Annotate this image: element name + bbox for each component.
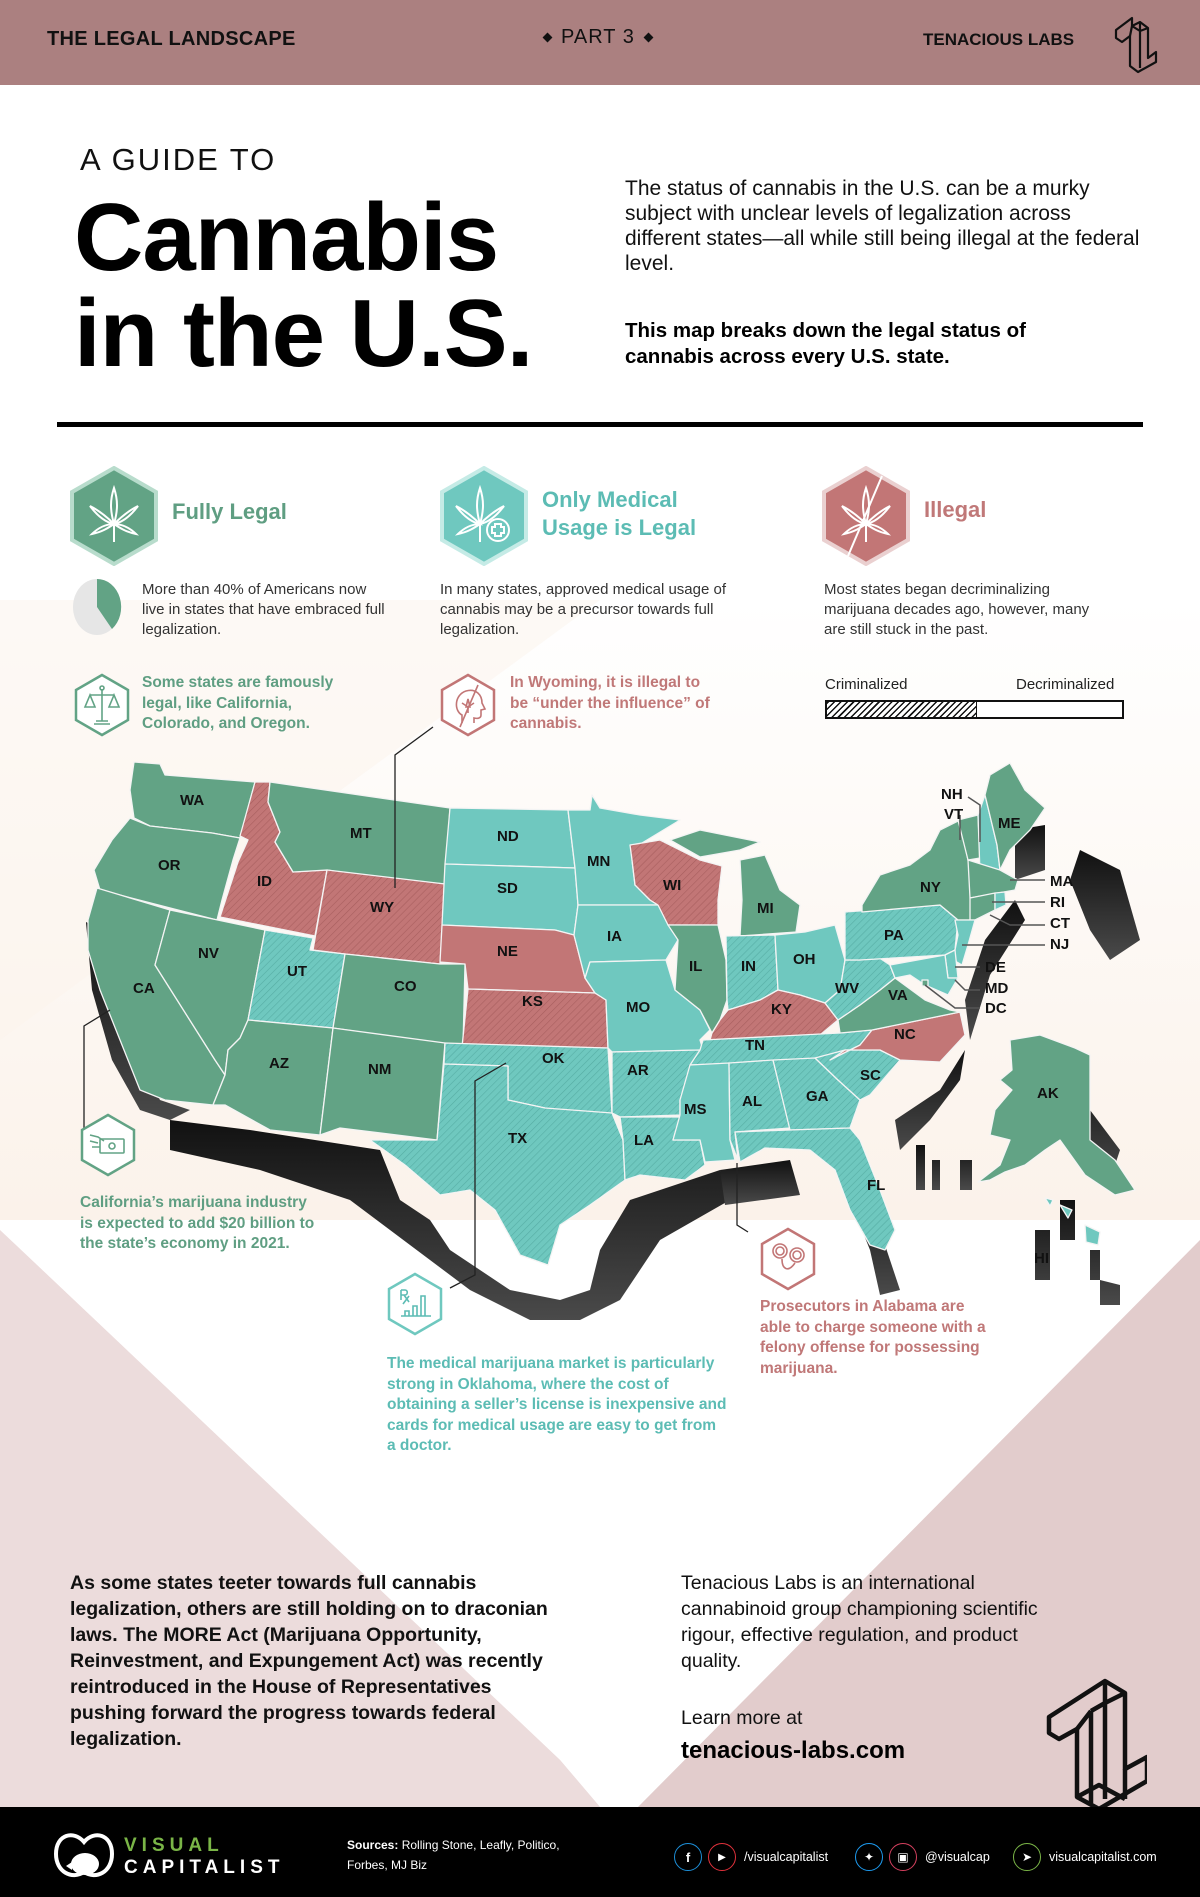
scale-label-left: Criminalized — [825, 676, 908, 693]
note-text: California’s marijuana industry is expec… — [80, 1194, 315, 1252]
section-divider — [57, 422, 1143, 427]
callout-label-VT: VT — [944, 806, 964, 823]
state-FL[interactable] — [734, 1127, 896, 1251]
state-MA[interactable] — [967, 859, 1019, 899]
legend-description: Most states began decriminalizing mariju… — [824, 581, 1090, 638]
intro-paragraph: The status of cannabis in the U.S. can b… — [625, 177, 1140, 275]
callout-label-MD: MD — [985, 980, 1009, 997]
title-line-2: in the U.S. — [74, 280, 533, 387]
intro-lead: This map breaks down the legal status of… — [625, 319, 1026, 368]
cannabis-medical-cross-icon — [440, 466, 528, 566]
part-indicator: PART 3 — [534, 26, 662, 49]
money-hand-icon — [80, 1113, 136, 1177]
diamond-icon — [542, 32, 553, 43]
facebook-icon[interactable]: f — [674, 1843, 702, 1871]
diamond-icon — [643, 32, 654, 43]
note-oklahoma: The medical marijuana market is particul… — [387, 1272, 727, 1454]
note-text: In Wyoming, it is illegal to be “under t… — [510, 674, 710, 732]
hatched-criminalized-swatch — [827, 702, 977, 717]
state-SD[interactable] — [441, 863, 579, 936]
tenacious-labs-logo-icon — [1046, 1678, 1147, 1812]
criminalized-scale-bar — [825, 700, 1124, 719]
callout-label-NJ: NJ — [1050, 936, 1070, 953]
note-text: The medical marijuana market is particul… — [387, 1355, 727, 1454]
state-CT[interactable] — [969, 892, 996, 921]
scale-label-right: Decriminalized — [1016, 676, 1115, 693]
callout-label-CT: CT — [1050, 915, 1070, 932]
youtube-icon[interactable]: ▶ — [708, 1843, 736, 1871]
sources-text: Sources: Rolling Stone, Leafly, Politico… — [347, 1835, 587, 1875]
state-ME[interactable] — [984, 762, 1046, 871]
page-title: Cannabis in the U.S. — [74, 184, 533, 387]
state-KS[interactable] — [461, 988, 609, 1049]
visual-capitalist-logo-icon — [53, 1833, 115, 1878]
note-alabama: Prosecutors in Alabama are able to charg… — [760, 1227, 990, 1377]
state-PA[interactable] — [844, 904, 959, 961]
brand-name: TENACIOUS LABS — [923, 30, 1075, 49]
social-group-visualcapitalist: f ▶ /visualcapitalist — [674, 1843, 844, 1871]
brand-word-visual: VISUAL — [124, 1835, 224, 1856]
sources-list: Rolling Stone, Leafly, Politico, Forbes,… — [347, 1838, 560, 1872]
legend-title-line1: Only Medical — [542, 487, 678, 512]
tenacious-labs-link[interactable]: tenacious-labs.com — [681, 1737, 906, 1764]
instagram-icon[interactable]: ▣ — [889, 1843, 917, 1871]
state-NM[interactable] — [319, 1027, 446, 1141]
note-text: Some states are famously legal, like Cal… — [142, 674, 334, 732]
scales-of-justice-icon — [74, 673, 130, 737]
legend-title: Illegal — [924, 497, 987, 522]
state-ND[interactable] — [444, 807, 576, 869]
part-label: PART 3 — [561, 26, 635, 48]
handcuffs-icon — [760, 1227, 816, 1291]
states-layer — [87, 761, 1136, 1266]
note-wyoming: In Wyoming, it is illegal to be “under t… — [440, 673, 740, 743]
head-cannabis-crossed-icon — [440, 673, 496, 737]
cannabis-leaf-icon — [70, 466, 158, 566]
legend-title: Only Medical Usage is Legal — [542, 486, 696, 542]
state-MI[interactable] — [669, 829, 801, 937]
note-california: California’s marijuana industry is expec… — [80, 1113, 320, 1263]
callout-label-DE: DE — [985, 959, 1006, 976]
social-group-visualcap: ✦ ▣ @visualcap — [855, 1843, 1006, 1871]
state-HI[interactable] — [1044, 1197, 1101, 1246]
state-OR[interactable] — [93, 817, 241, 921]
population-pie-chart — [73, 578, 122, 635]
state-DC[interactable] — [921, 979, 929, 987]
legend-illegal: Illegal Most states began decriminalizin… — [822, 466, 1152, 646]
title-line-1: Cannabis — [74, 184, 499, 291]
series-title: THE LEGAL LANDSCAPE — [47, 28, 296, 50]
tenacious-labs-logo-icon — [1114, 16, 1158, 74]
callout-label-NH: NH — [941, 786, 963, 803]
rx-bar-chart-icon — [387, 1272, 443, 1336]
top-banner: THE LEGAL LANDSCAPE PART 3 TENACIOUS LAB… — [0, 0, 1200, 85]
state-WY[interactable] — [312, 869, 446, 965]
state-AK[interactable] — [977, 1034, 1136, 1196]
legend-description: More than 40% of Americans now live in s… — [142, 581, 385, 638]
conclusion-text: As some states teeter towards full canna… — [70, 1572, 548, 1750]
note-famous-legal: Some states are famously legal, like Cal… — [74, 673, 374, 743]
legend-title-line2: Usage is Legal — [542, 515, 697, 540]
brand-word-capitalist: CAPITALIST — [124, 1857, 285, 1878]
state-CO[interactable] — [332, 953, 466, 1048]
website-link[interactable]: visualcapitalist.com — [1049, 1850, 1157, 1864]
note-text: Prosecutors in Alabama are able to charg… — [760, 1298, 986, 1377]
callout-label-MA: MA — [1050, 873, 1074, 890]
callout-label-DC: DC — [985, 1000, 1007, 1017]
state-RI[interactable] — [994, 891, 1007, 911]
social-handle[interactable]: @visualcap — [925, 1850, 990, 1864]
sources-label: Sources: — [347, 1838, 399, 1852]
cannabis-crossed-out-icon — [822, 466, 910, 566]
legend-title: Fully Legal — [172, 499, 287, 524]
social-group-website: ➤ visualcapitalist.com — [1013, 1843, 1173, 1871]
social-handle[interactable]: /visualcapitalist — [744, 1850, 829, 1864]
hero-kicker: A GUIDE TO — [80, 142, 277, 177]
callout-label-RI: RI — [1050, 894, 1065, 911]
twitter-icon[interactable]: ✦ — [855, 1843, 883, 1871]
sponsor-description: Tenacious Labs is an international canna… — [681, 1572, 1038, 1672]
legend-medical-only: Only Medical Usage is Legal In many stat… — [440, 466, 770, 646]
learn-more-label: Learn more at — [681, 1707, 803, 1729]
legend-description: In many states, approved medical usage o… — [440, 581, 726, 638]
legend-fully-legal: Fully Legal More than 40% of Americans n… — [70, 466, 400, 646]
cursor-icon[interactable]: ➤ — [1013, 1843, 1041, 1871]
footer: VISUAL CAPITALIST Sources: Rolling Stone… — [0, 1807, 1200, 1897]
